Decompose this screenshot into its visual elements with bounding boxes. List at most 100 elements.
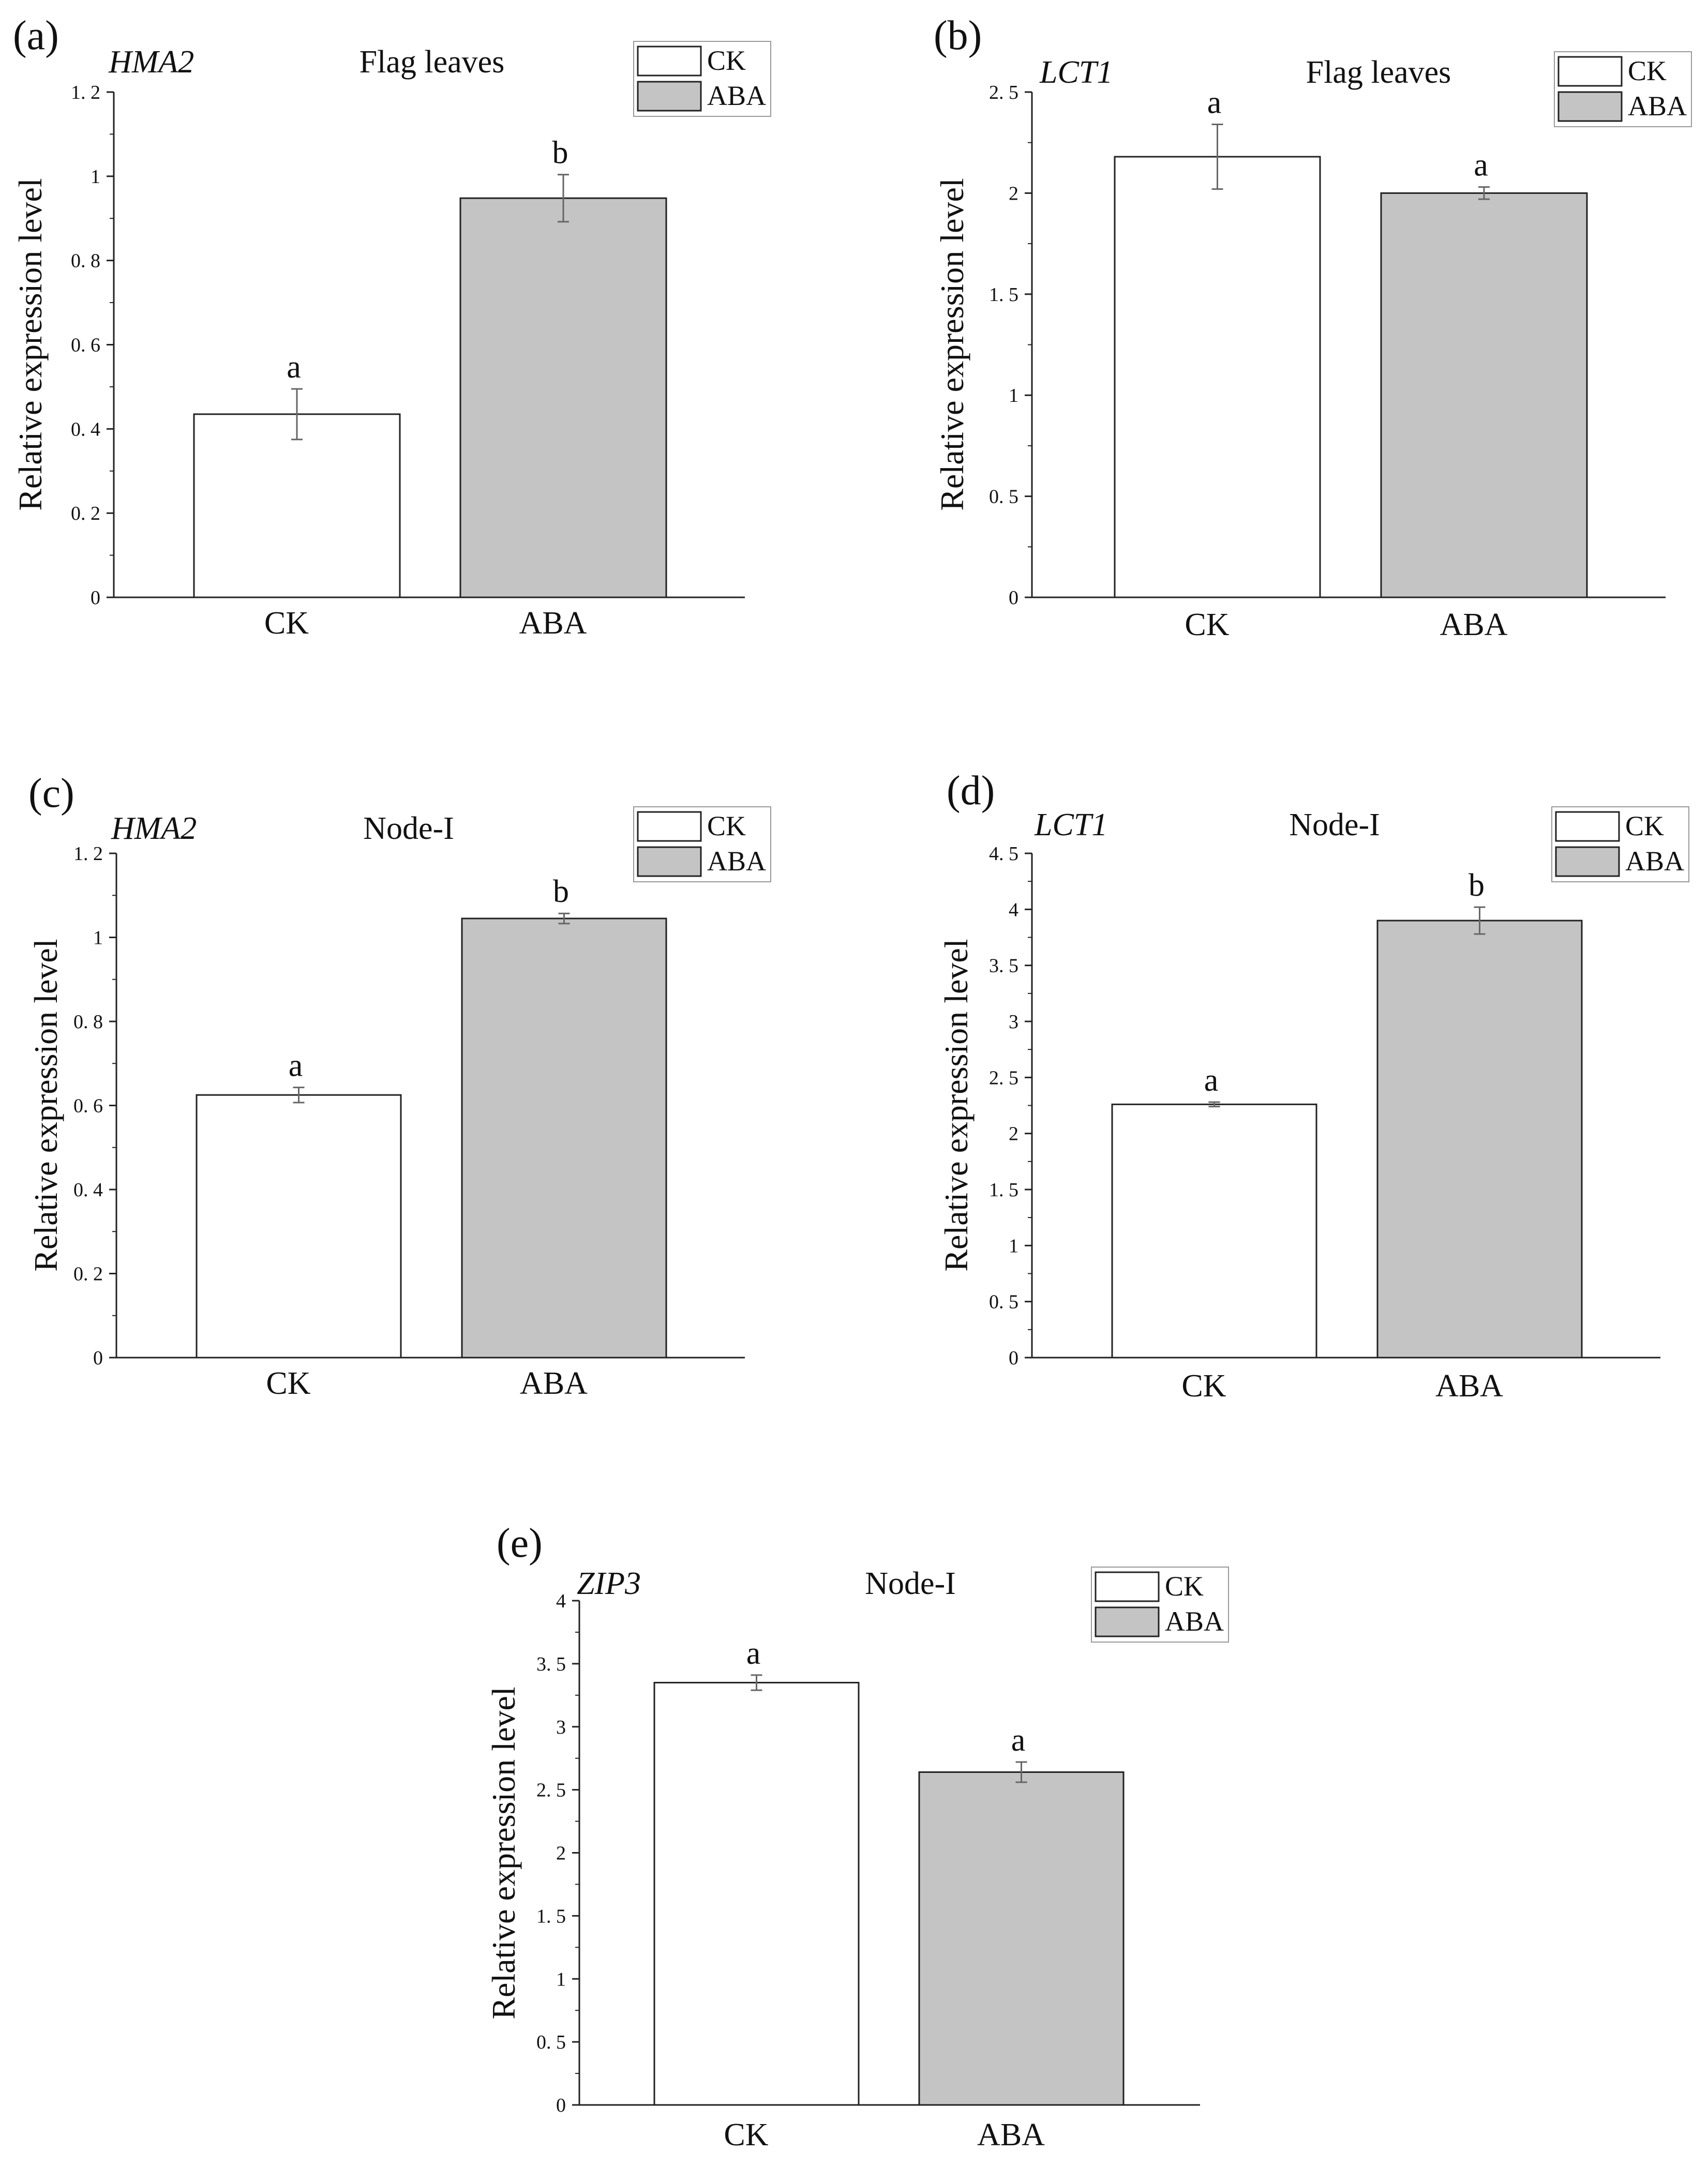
y-tick-label: 0. 4 bbox=[71, 418, 100, 440]
x-tick-label: CK bbox=[1185, 607, 1229, 642]
y-tick-label: 1. 2 bbox=[73, 843, 103, 865]
panel-letter: (c) bbox=[28, 771, 74, 816]
legend-swatch-aba bbox=[637, 81, 702, 112]
x-tick-label: ABA bbox=[977, 2117, 1045, 2153]
y-tick-label: 2. 5 bbox=[536, 1780, 566, 1801]
legend-label-aba: ABA bbox=[707, 80, 766, 111]
y-tick-label: 0. 8 bbox=[73, 1011, 103, 1033]
bar-ck bbox=[653, 1681, 860, 2106]
gene-name: HMA2 bbox=[108, 44, 194, 80]
significance-label: a bbox=[1207, 85, 1222, 121]
legend-swatch-aba bbox=[1555, 846, 1620, 877]
y-tick-label: 0 bbox=[556, 2095, 566, 2116]
y-tick-label: 0. 6 bbox=[73, 1095, 103, 1117]
y-tick-label: 0. 8 bbox=[71, 250, 100, 272]
x-tick-label: ABA bbox=[519, 606, 587, 641]
gene-name: HMA2 bbox=[111, 811, 197, 846]
legend-label-aba: ABA bbox=[1625, 846, 1684, 877]
legend-label-ck: CK bbox=[707, 45, 746, 76]
y-tick-label: 0. 5 bbox=[989, 1291, 1018, 1313]
legend-label-ck: CK bbox=[1625, 810, 1664, 841]
y-tick-label: 3. 5 bbox=[989, 955, 1018, 977]
panel-letter: (b) bbox=[934, 13, 982, 58]
legend-label-aba: ABA bbox=[1165, 1606, 1224, 1637]
x-tick-label: ABA bbox=[520, 1366, 588, 1401]
legend-swatch-ck bbox=[637, 46, 702, 77]
x-tick-label: CK bbox=[266, 1366, 310, 1401]
legend-swatch-aba bbox=[1095, 1606, 1160, 1637]
significance-label: b bbox=[1469, 868, 1485, 903]
y-tick-label: 1 bbox=[91, 166, 100, 188]
y-tick-label: 3 bbox=[1009, 1011, 1018, 1033]
y-tick-label: 4 bbox=[556, 1590, 566, 1612]
y-axis-label: Relative expression level bbox=[12, 178, 49, 510]
y-tick-label: 4 bbox=[1009, 899, 1018, 921]
y-tick-label: 0. 2 bbox=[73, 1263, 103, 1285]
legend-swatch-aba bbox=[1557, 91, 1623, 122]
x-tick-label: CK bbox=[264, 606, 309, 641]
legend-label-ck: CK bbox=[707, 810, 746, 841]
significance-label: a bbox=[287, 350, 301, 385]
y-axis-label: Relative expression level bbox=[27, 939, 64, 1271]
y-tick-label: 0 bbox=[1009, 587, 1018, 609]
y-tick-label: 1. 5 bbox=[989, 284, 1018, 306]
panel-title: Node-I bbox=[1289, 807, 1380, 842]
y-tick-label: 0 bbox=[93, 1347, 103, 1369]
y-tick-label: 2 bbox=[1009, 183, 1018, 204]
significance-label: b bbox=[553, 874, 569, 909]
panel-3: (d) LCT1 Node-I Relative expression level 0 0… bbox=[938, 768, 1689, 1404]
bar-aba bbox=[1376, 920, 1583, 1359]
legend-swatch-ck bbox=[1555, 811, 1620, 842]
y-tick-label: 0. 6 bbox=[71, 335, 100, 356]
y-axis-label: Relative expression level bbox=[938, 939, 975, 1271]
gene-name: ZIP3 bbox=[577, 1566, 641, 1601]
bar-ck bbox=[193, 413, 401, 598]
y-tick-label: 0. 4 bbox=[73, 1179, 103, 1201]
x-tick-label: CK bbox=[1181, 1368, 1226, 1404]
y-tick-label: 1 bbox=[556, 1968, 566, 1990]
x-tick-label: ABA bbox=[1435, 1368, 1503, 1404]
significance-label: a bbox=[1474, 148, 1488, 183]
legend-label-aba: ABA bbox=[707, 846, 766, 877]
panel-title: Flag leaves bbox=[359, 44, 505, 80]
panel-letter: (e) bbox=[497, 1521, 543, 1566]
y-tick-label: 3 bbox=[556, 1717, 566, 1738]
bar-ck bbox=[1114, 156, 1321, 598]
gene-name: LCT1 bbox=[1039, 55, 1113, 90]
x-tick-label: ABA bbox=[1440, 607, 1508, 642]
bar-ck bbox=[1111, 1103, 1317, 1359]
significance-label: a bbox=[289, 1048, 303, 1084]
y-tick-label: 2 bbox=[556, 1843, 566, 1864]
legend-label-ck: CK bbox=[1628, 55, 1667, 86]
significance-label: a bbox=[746, 1636, 761, 1671]
y-tick-label: 0. 5 bbox=[989, 486, 1018, 508]
legend-swatch-ck bbox=[1557, 56, 1623, 87]
bar-aba bbox=[1380, 192, 1588, 598]
y-tick-label: 1 bbox=[1009, 1235, 1018, 1257]
panel-0: (a) HMA2 Flag leaves Relative expression le… bbox=[12, 13, 771, 641]
y-tick-label: 1 bbox=[1009, 385, 1018, 407]
legend-swatch-ck bbox=[637, 811, 702, 842]
y-axis-label: Relative expression level bbox=[485, 1687, 522, 2019]
y-tick-label: 0 bbox=[91, 587, 100, 609]
y-tick-label: 3. 5 bbox=[536, 1653, 566, 1675]
y-tick-label: 0. 5 bbox=[536, 2031, 566, 2053]
y-tick-label: 1. 2 bbox=[71, 82, 100, 103]
bar-aba bbox=[459, 197, 667, 598]
gene-name: LCT1 bbox=[1034, 807, 1107, 842]
y-tick-label: 1 bbox=[93, 927, 103, 949]
panel-2: (c) HMA2 Node-I Relative expression level 0 0… bbox=[27, 771, 771, 1401]
legend-swatch-aba bbox=[637, 846, 702, 877]
panel-4: (e) ZIP3 Node-I Relative expression level 0 0… bbox=[485, 1521, 1229, 2153]
panel-1: (b) LCT1 Flag leaves Relative expression le… bbox=[934, 13, 1692, 642]
y-tick-label: 2. 5 bbox=[989, 82, 1018, 103]
y-axis-label: Relative expression level bbox=[934, 178, 970, 510]
x-tick-label: CK bbox=[724, 2117, 768, 2153]
legend-swatch-ck bbox=[1095, 1571, 1160, 1602]
y-tick-label: 2 bbox=[1009, 1123, 1018, 1145]
y-tick-label: 0. 2 bbox=[71, 503, 100, 524]
y-tick-label: 1. 5 bbox=[989, 1179, 1018, 1201]
panel-title: Flag leaves bbox=[1306, 55, 1451, 90]
bar-aba bbox=[461, 917, 667, 1359]
